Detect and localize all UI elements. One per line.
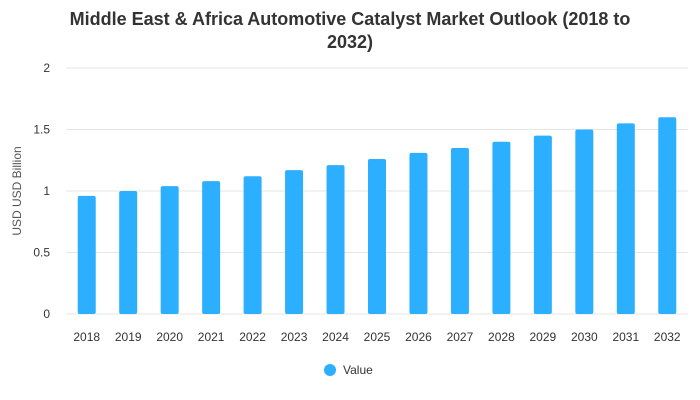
- bar-2030[interactable]: [575, 129, 594, 315]
- bar-2024[interactable]: [326, 165, 345, 314]
- bar-2022[interactable]: [243, 176, 262, 314]
- chart-title-line-2: 2032): [327, 32, 373, 52]
- bar-2023[interactable]: [285, 170, 304, 314]
- bar-2029[interactable]: [533, 135, 552, 314]
- bar-2025[interactable]: [368, 159, 386, 314]
- x-tick-label: 2031: [612, 330, 639, 344]
- x-tick-label: 2026: [405, 330, 432, 344]
- bar-2020[interactable]: [160, 186, 179, 314]
- y-tick-label: 0.5: [33, 246, 50, 260]
- x-tick-label: 2018: [73, 330, 100, 344]
- chart-title-line-1: Middle East & Africa Automotive Catalyst…: [70, 9, 631, 29]
- bar-2028[interactable]: [492, 141, 511, 314]
- bar-2026[interactable]: [409, 152, 428, 314]
- x-tick-label: 2019: [115, 330, 142, 344]
- y-tick-label: 2: [43, 61, 50, 75]
- x-tick-label: 2024: [322, 330, 349, 344]
- bar-2019[interactable]: [119, 191, 138, 314]
- x-tick-label: 2021: [198, 330, 225, 344]
- x-tick-label: 2020: [156, 330, 183, 344]
- bar-2021[interactable]: [202, 181, 221, 314]
- y-axis-ticks: 0 0.5 1 1.5 2: [33, 61, 50, 321]
- bar-2031[interactable]: [616, 123, 635, 314]
- y-tick-label: 1.5: [33, 123, 50, 137]
- x-tick-label: 2032: [654, 330, 681, 344]
- x-tick-label: 2027: [447, 330, 474, 344]
- x-axis-ticks: 2018 2019 2020 2021 2022 2023 2024 2025 2026 2027…: [73, 330, 681, 344]
- y-tick-label: 0: [43, 307, 50, 321]
- legend-swatch: [324, 364, 336, 376]
- x-tick-label: 2028: [488, 330, 515, 344]
- x-tick-label: 2029: [530, 330, 557, 344]
- legend-label: Value: [343, 363, 373, 377]
- x-tick-label: 2022: [239, 330, 266, 344]
- x-tick-label: 2030: [571, 330, 598, 344]
- y-tick-label: 1: [43, 184, 50, 198]
- bar-series: [77, 117, 677, 315]
- bar-2018[interactable]: [77, 195, 96, 314]
- legend[interactable]: Value: [324, 363, 373, 377]
- x-tick-label: 2023: [281, 330, 308, 344]
- x-tick-label: 2025: [364, 330, 391, 344]
- bar-2032[interactable]: [658, 117, 677, 314]
- bar-2027[interactable]: [450, 147, 469, 314]
- y-axis-title: USD USD Billion: [10, 146, 24, 235]
